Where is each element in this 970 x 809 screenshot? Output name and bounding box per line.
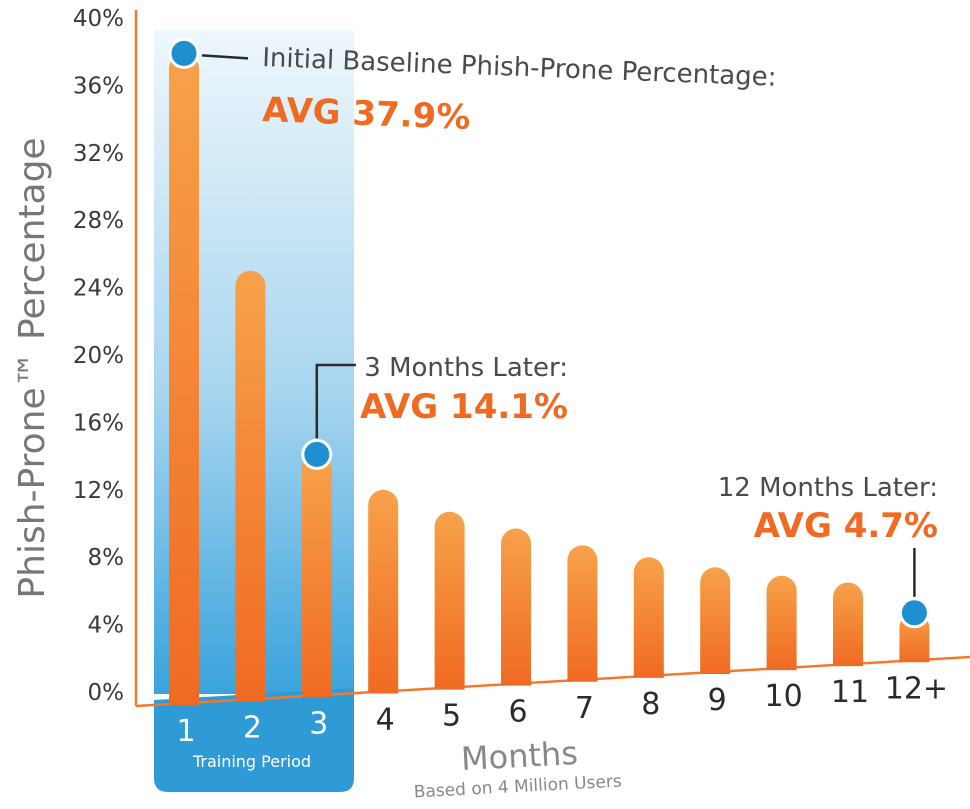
x-axis-sublabel: Based on 4 Million Users <box>413 772 622 803</box>
bar <box>833 582 863 667</box>
training-period-label: Training Period <box>192 752 311 771</box>
y-tick-label: 20% <box>73 343 124 369</box>
y-tick-label: 16% <box>73 410 124 436</box>
x-tick-label: 4 <box>376 702 395 737</box>
annotation-3months-line1: 3 Months Later: <box>364 353 568 383</box>
y-tick-label: 12% <box>73 478 124 504</box>
bar <box>368 489 399 694</box>
bar <box>633 557 664 678</box>
bar <box>766 575 797 671</box>
bar <box>501 528 531 686</box>
y-tick-label: 28% <box>73 208 124 234</box>
leader-line-3months <box>315 363 356 439</box>
training-period-box <box>154 688 354 792</box>
x-axis-line <box>135 655 970 708</box>
bar <box>301 454 332 698</box>
annotation-12months-line1: 12 Months Later: <box>718 473 938 503</box>
y-tick-label: 0% <box>88 680 125 706</box>
y-axis-label: Phish-Prone™ Percentage <box>12 137 53 598</box>
y-tick-label: 4% <box>88 613 125 639</box>
annotation-12months-line2: AVG 4.7% <box>754 506 938 546</box>
data-point-marker <box>168 37 200 69</box>
y-tick-label: 8% <box>88 545 125 571</box>
x-tick-label: 5 <box>442 699 461 734</box>
leader-line-baseline <box>201 54 249 60</box>
bar <box>434 511 465 690</box>
data-point-marker <box>898 597 930 629</box>
x-axis-label: Months <box>460 734 579 778</box>
bar <box>700 567 731 674</box>
y-tick-label: 32% <box>73 141 124 167</box>
annotation-baseline-line2: AVG 37.9% <box>262 90 471 138</box>
x-tick-label: 11 <box>831 675 869 710</box>
x-tick-label: 7 <box>575 691 594 726</box>
x-tick-label: 9 <box>708 683 727 718</box>
annotation-3months-line2: AVG 14.1% <box>360 387 568 427</box>
data-point-marker <box>301 438 333 470</box>
x-tick-label: 10 <box>765 679 803 714</box>
y-tick-label: 40% <box>73 6 124 32</box>
x-tick-label: 2 <box>243 710 262 745</box>
y-tick-label: 36% <box>73 73 124 99</box>
x-tick-label: 3 <box>309 706 328 741</box>
y-tick-label: 24% <box>73 276 124 302</box>
x-tick-label: 1 <box>176 714 195 749</box>
x-tick-label: 6 <box>508 695 527 730</box>
x-tick-label: 8 <box>641 687 660 722</box>
x-tick-label: 12+ <box>885 671 948 706</box>
bar <box>235 270 266 702</box>
bar <box>169 53 199 706</box>
bar <box>567 545 598 682</box>
